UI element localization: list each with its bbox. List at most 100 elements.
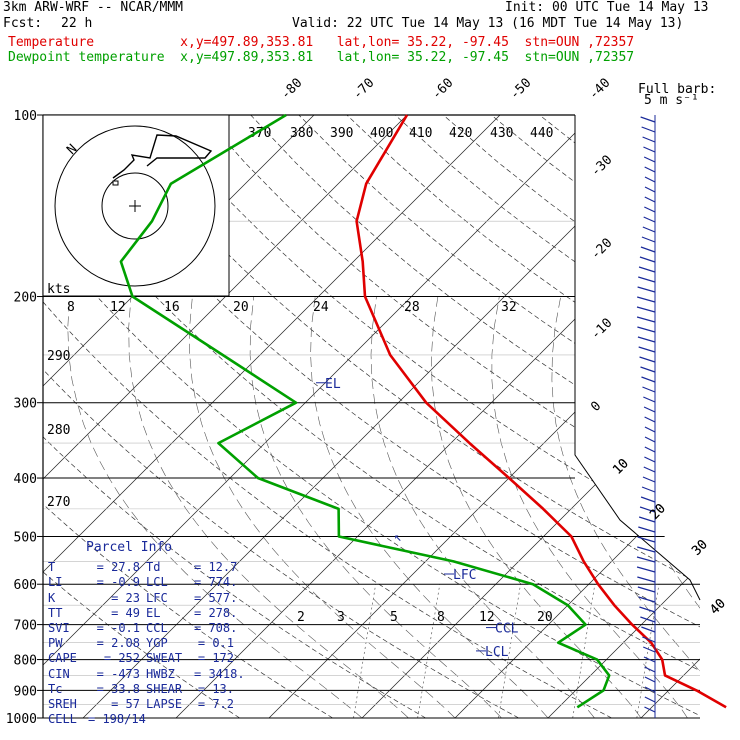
wind-barb — [644, 426, 656, 433]
theta-label: 380 — [290, 126, 313, 141]
hodograph-ring-inner — [101, 172, 169, 240]
parcel-info-cell: = 57 — [111, 697, 140, 712]
dry-adiabat — [298, 115, 700, 718]
pressure-tick-label: 300 — [14, 397, 37, 412]
wind-barb — [636, 566, 656, 573]
moist-adiabat — [370, 296, 595, 718]
parcel-info-cell: EL — [146, 605, 161, 620]
isotherm-line — [43, 115, 501, 718]
mixing-ratio-label: 20 — [537, 610, 553, 625]
wind-barb — [639, 506, 656, 513]
wind-barb — [639, 356, 656, 363]
parcel-info-cell: YGP — [146, 636, 168, 651]
wind-barb — [637, 546, 656, 553]
wind-barb — [643, 656, 656, 663]
isotherm-label: -40 — [586, 76, 613, 103]
moist-adiabat — [310, 296, 549, 718]
wind-barb — [641, 486, 656, 493]
parcel-info-cell: CAPE — [48, 651, 77, 666]
isotherm-line — [734, 115, 740, 718]
hodograph-trace — [112, 134, 213, 179]
level-marker-lcl: LCL — [485, 645, 509, 660]
parcel-info-cell: K — [48, 590, 56, 605]
wind-barb — [644, 456, 656, 463]
wind-barb — [644, 206, 656, 213]
wind-barb — [644, 186, 656, 193]
parcel-info-cell: TT — [48, 605, 63, 620]
valid-time: Valid: 22 UTC Tue 14 May 13 (16 MDT Tue … — [292, 16, 684, 31]
mixing-ratio-label: 8 — [67, 300, 75, 315]
parcel-info-cell: CIN — [48, 666, 70, 681]
parcel-info-cell: PW — [48, 636, 63, 651]
isotherm-label: -10 — [588, 316, 615, 343]
wind-barb — [638, 276, 656, 283]
theta-label: 420 — [449, 126, 472, 141]
parcel-info-cell — [194, 712, 234, 727]
dry-adiabat — [202, 115, 700, 718]
wind-barb — [642, 226, 656, 233]
wind-barb — [637, 336, 656, 343]
pressure-tick-label: 700 — [14, 619, 37, 634]
moist-adiabat — [611, 296, 700, 718]
wind-barbs: 10 20 30 40 — [610, 115, 729, 718]
parcel-info-row: Tc = 33.8 SHEAR = 13. — [48, 682, 234, 697]
parcel-info-cell: = 577. — [194, 590, 238, 605]
init-time: Init: 00 UTC Tue 14 May 13 — [505, 0, 709, 15]
parcel-info-cell: = 252 — [103, 651, 140, 666]
dry-adiabat — [587, 115, 700, 718]
wind-barb — [637, 326, 656, 333]
mixing-ratio-label: 12 — [479, 610, 495, 625]
temperature-profile — [355, 114, 727, 709]
wind-barb — [644, 416, 656, 423]
pressure-tick-label: 1000 — [6, 712, 37, 727]
level-marker-el: EL — [325, 377, 341, 392]
parcel-info-cell: = 278. — [194, 605, 238, 620]
parcel-info-cell: CCL — [146, 621, 168, 636]
level-marker-ccl: CCL — [495, 622, 519, 637]
wind-speed-label: 30 — [689, 537, 711, 559]
wind-speed-label: 10 — [610, 456, 632, 478]
parcel-info-cell: = 708. — [194, 621, 238, 636]
parcel-info-cell: = -0.9 — [96, 575, 140, 590]
wind-barb — [643, 216, 656, 223]
full-barb-unit: 5 m s⁻¹ — [644, 93, 699, 108]
parcel-info-row: TT = 49 EL = 278. — [48, 605, 238, 621]
moist-adiabat — [551, 296, 700, 718]
parcel-info-cell: = 0.1 — [197, 636, 234, 651]
parcel-info-row: SVI = -0.1 CCL = 708. — [48, 621, 238, 636]
theta-label: 410 — [409, 126, 432, 141]
wind-barb — [643, 406, 656, 413]
isotherm-label: -20 — [588, 236, 615, 263]
full-barb-label: Full barb: — [638, 82, 716, 97]
temperature-legend: Temperature x,y=497.89,353.81 lat,lon= 3… — [8, 35, 635, 50]
dry-adiabat — [732, 115, 740, 718]
isotherm-line — [547, 115, 700, 718]
parcel-info-cell: SREH — [48, 697, 77, 712]
parcel-info-panel: Parcel Info T = 27.8 Td = 12.7 LI = -0.9 LCL = … — [48, 540, 245, 727]
parcel-info-cell: T — [48, 560, 56, 575]
parcel-info-cell: SWEAT — [146, 651, 183, 666]
wind-barb — [643, 466, 656, 473]
dewpoint-profile — [119, 113, 611, 709]
wind-barb — [640, 366, 656, 373]
isotherm-label: -60 — [429, 76, 456, 103]
pressure-tick-label: 100 — [14, 109, 37, 124]
forecast-label: Fcst: — [3, 16, 43, 31]
parcel-info-cell: LAPSE — [146, 697, 183, 712]
mixing-ratio-line — [353, 584, 376, 718]
wind-barb — [644, 166, 656, 173]
parcel-info-cell: = 774. — [194, 575, 238, 590]
parcel-info-row: SREH = 57 LAPSE = 7.2 — [48, 697, 234, 712]
wind-barb — [637, 286, 656, 293]
mixing-ratio-label: 32 — [501, 300, 517, 315]
theta-label: 370 — [248, 126, 271, 141]
wind-barb — [642, 386, 656, 393]
theta-label: 280 — [47, 423, 70, 438]
isotherm-label: -80 — [278, 76, 305, 103]
parcel-info-cell — [140, 712, 194, 727]
pressure-tick-label: 400 — [14, 472, 37, 487]
wind-barb — [641, 126, 656, 133]
parcel-info-cell: SHEAR — [146, 681, 183, 696]
mixing-ratio-label: 24 — [313, 300, 329, 315]
mixing-ratio-label: 2 — [297, 610, 305, 625]
